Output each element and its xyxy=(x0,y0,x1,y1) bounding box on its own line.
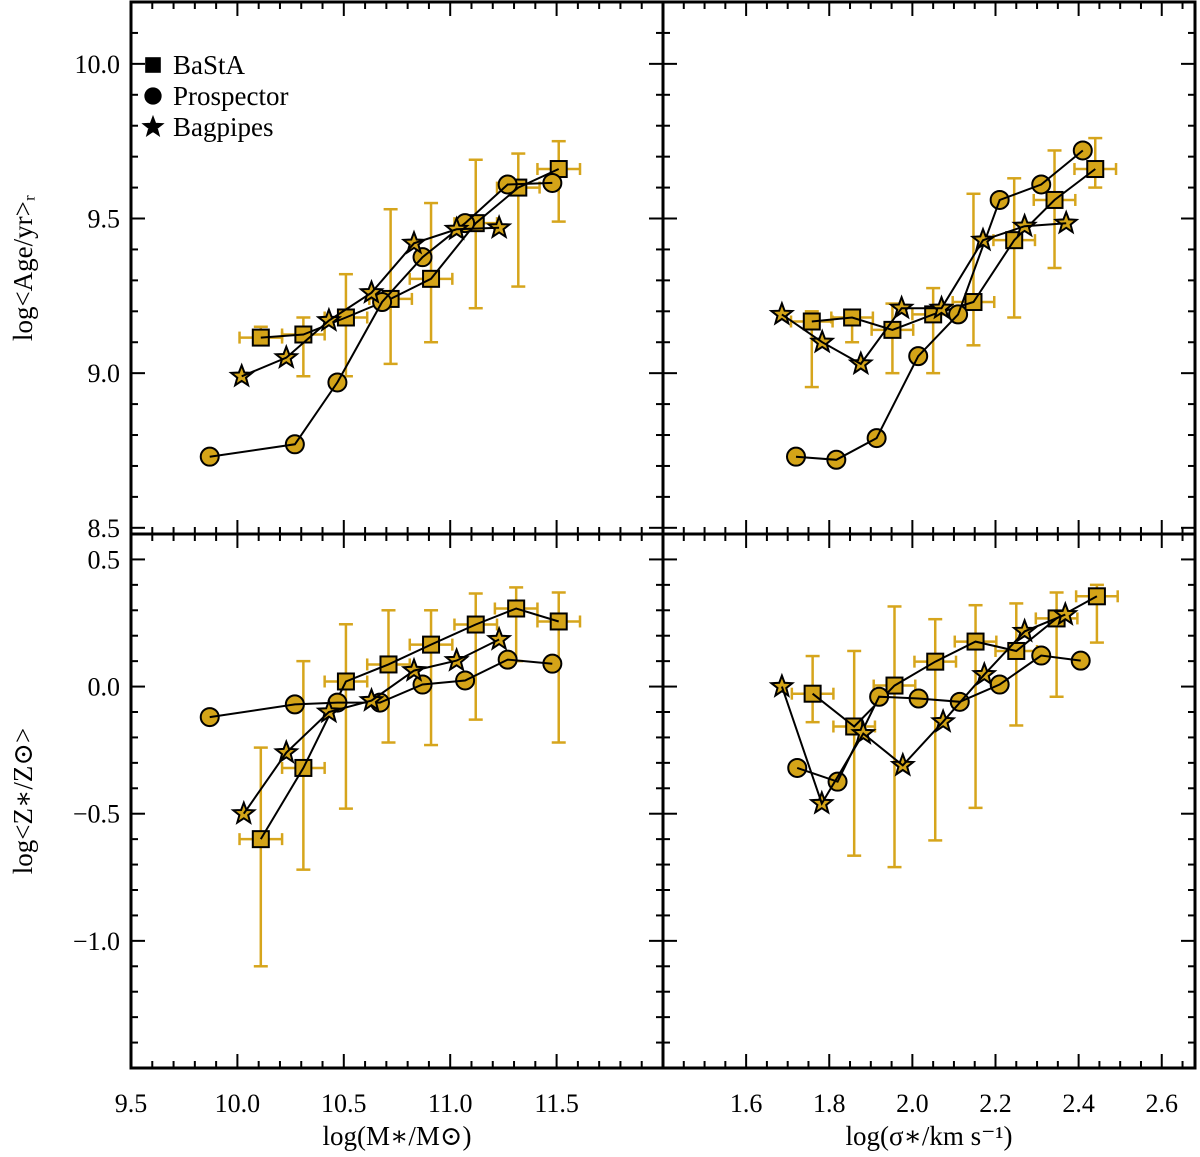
panel-frame xyxy=(661,0,1197,536)
data-point-bagpipes xyxy=(1052,209,1080,235)
x-tick-label: 2.0 xyxy=(896,1089,929,1118)
legend-label-prospector: Prospector xyxy=(173,81,288,111)
series-line-prospector xyxy=(795,149,1084,461)
data-point-bagpipes xyxy=(888,294,915,320)
x-tick-label: 10.5 xyxy=(321,1089,367,1118)
legend-label-bagpipes: Bagpipes xyxy=(173,112,274,142)
data-point-bagpipes xyxy=(400,656,428,682)
panel-frame xyxy=(129,532,665,1070)
panel-top-left: 10.0 9.5 9.0 8.5 xyxy=(75,0,665,543)
x-tick-label: 9.5 xyxy=(115,1089,148,1118)
y-tick-label: −1.0 xyxy=(73,927,120,956)
error-bar xyxy=(1034,591,1079,698)
error-bar xyxy=(832,649,877,857)
y-axis-label-age: log<Age/yr>ᵣ xyxy=(8,195,38,341)
series-line-prospector xyxy=(209,181,553,458)
x-tick-label: 2.6 xyxy=(1146,1089,1179,1118)
series-line-bagpipes xyxy=(242,638,500,815)
x-tick-label: 1.6 xyxy=(730,1089,763,1118)
error-bar xyxy=(495,152,541,288)
y-tick-label: 9.5 xyxy=(88,205,121,234)
series-line-basta xyxy=(811,595,1098,728)
x-tick-label: 11.5 xyxy=(534,1089,579,1118)
panel-top-right xyxy=(661,0,1197,536)
data-point-bagpipes xyxy=(485,625,513,651)
x-tick-label: 1.8 xyxy=(813,1089,846,1118)
legend-circle-icon xyxy=(144,87,162,105)
panel-bottom-right: 1.6 1.8 2.0 2.2 2.4 2.6 xyxy=(661,532,1197,1118)
series-line-prospector xyxy=(209,658,553,719)
series-line-bagpipes xyxy=(780,613,1066,806)
y-tick-label: 0.5 xyxy=(88,545,121,574)
series-line-prospector xyxy=(796,654,1081,783)
x-tick-label: 2.2 xyxy=(979,1089,1012,1118)
data-point-bagpipes xyxy=(768,300,796,326)
data-point-basta xyxy=(251,830,270,849)
x-tick-label: 10.0 xyxy=(215,1089,261,1118)
x-tick-label: 2.4 xyxy=(1062,1089,1095,1118)
data-point-bagpipes xyxy=(1052,600,1079,626)
data-point-bagpipes xyxy=(443,215,470,241)
x-axis-label-sigma: log(σ∗/km s⁻¹) xyxy=(846,1121,1013,1151)
legend-star-icon xyxy=(141,114,165,137)
legend-square-icon xyxy=(145,57,161,73)
data-point-bagpipes xyxy=(1011,212,1038,238)
data-point-prospector xyxy=(1070,650,1091,671)
y-tick-label: 9.0 xyxy=(88,359,121,388)
error-bar xyxy=(1032,149,1077,270)
y-tick-label: 10.0 xyxy=(75,50,121,79)
data-point-bagpipes xyxy=(768,672,795,698)
error-bar xyxy=(493,586,539,663)
y-axis-label-metallicity: log<Z∗/Z⊙> xyxy=(8,728,38,874)
series-line-bagpipes xyxy=(781,222,1067,366)
error-bar xyxy=(994,602,1039,727)
legend-label-basta: BaStA xyxy=(173,50,246,80)
error-bar xyxy=(238,746,284,968)
series-line-bagpipes xyxy=(241,226,500,378)
data-point-bagpipes xyxy=(485,213,513,240)
data-point-basta xyxy=(1087,587,1106,606)
y-tick-label: −0.5 xyxy=(73,800,120,829)
error-bar xyxy=(365,609,412,744)
error-bar xyxy=(872,605,917,869)
panel-frame xyxy=(661,532,1197,1070)
panel-bottom-left: 9.5 10.0 10.5 11.0 11.5 0.5 0.0 −0.5 −1.0 xyxy=(73,532,665,1118)
x-axis-label-mass: log(M∗/M⊙) xyxy=(323,1121,472,1151)
y-tick-label: 0.0 xyxy=(88,673,121,702)
x-tick-label: 11.0 xyxy=(428,1089,473,1118)
y-tick-label: 8.5 xyxy=(88,514,121,543)
series-line-basta xyxy=(259,607,559,840)
legend: BaStA Prospector Bagpipes xyxy=(141,50,288,142)
data-point-basta xyxy=(549,612,568,631)
data-point-bagpipes xyxy=(315,698,343,724)
